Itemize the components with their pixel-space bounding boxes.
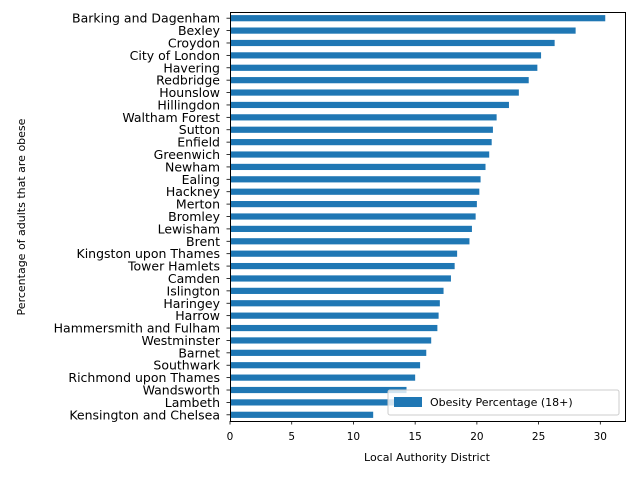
bar — [230, 374, 416, 381]
bar — [230, 300, 440, 307]
y-tick-label: Barking and Dagenham — [72, 11, 220, 26]
y-tick-label: Haringey — [163, 296, 220, 311]
y-tick-label: Ealing — [182, 172, 220, 187]
bar — [230, 275, 451, 282]
y-tick-label: Tower Hamlets — [127, 259, 220, 274]
x-tick-label: 5 — [288, 431, 295, 443]
y-tick-label: Hounslow — [159, 85, 220, 100]
legend-label: Obesity Percentage (18+) — [430, 396, 573, 409]
bar — [230, 101, 509, 109]
x-tick-label: 15 — [408, 431, 421, 443]
bars-group — [230, 15, 606, 418]
bar — [230, 126, 493, 133]
x-tick-label: 20 — [470, 431, 483, 443]
bar — [230, 250, 458, 257]
bar — [230, 163, 486, 171]
plot-frame — [230, 12, 626, 422]
x-ticks-group: 0 5 10 15 20 25 30 — [227, 421, 607, 443]
bar — [230, 114, 497, 121]
bar — [230, 89, 519, 96]
x-tick-label: 10 — [347, 431, 360, 443]
y-tick-label: Barnet — [178, 345, 220, 360]
bar — [230, 151, 490, 158]
bar — [230, 287, 444, 294]
bar — [230, 312, 439, 319]
x-axis-label: Local Authority District — [364, 451, 491, 464]
bar — [230, 139, 492, 146]
y-tick-label: Southwark — [153, 358, 220, 373]
y-tick-label: Waltham Forest — [122, 110, 220, 125]
x-tick-label: 0 — [227, 431, 234, 443]
bar — [230, 176, 481, 183]
y-tick-label: Enfield — [177, 135, 220, 150]
y-tick-label: Hackney — [166, 184, 221, 199]
y-tick-label: Croydon — [168, 35, 220, 50]
bar — [230, 262, 455, 270]
bar — [230, 213, 476, 220]
y-tick-label: Sutton — [179, 122, 220, 137]
x-tick-label: 25 — [532, 431, 545, 443]
legend: Obesity Percentage (18+) — [387, 389, 620, 416]
y-tick-label: Redbridge — [156, 73, 220, 88]
legend-frame — [387, 389, 620, 416]
y-tick-label: Bexley — [178, 23, 221, 38]
bar — [230, 411, 374, 418]
bar — [230, 15, 606, 22]
y-tick-label: Islington — [167, 283, 220, 298]
y-tick-label: Merton — [176, 197, 220, 212]
y-tick-label: Kingston upon Thames — [77, 246, 220, 261]
y-tick-label: Greenwich — [154, 147, 220, 162]
x-tick-label: 30 — [594, 431, 607, 443]
bar — [230, 349, 427, 356]
bar — [230, 64, 538, 71]
y-tick-label: Lambeth — [165, 395, 220, 410]
bar — [230, 386, 407, 394]
bar — [230, 337, 432, 344]
bar — [230, 324, 438, 332]
bar — [230, 39, 555, 47]
y-tick-label: Richmond upon Thames — [68, 370, 220, 385]
bar — [230, 52, 542, 59]
y-tick-label: Camden — [168, 271, 220, 286]
y-tick-label: Westminster — [141, 333, 220, 348]
bar — [230, 399, 403, 406]
legend-swatch — [394, 397, 422, 407]
y-axis-label: Percentage of adults that are obese — [15, 118, 28, 315]
bar — [230, 362, 421, 369]
y-tick-label: Newham — [165, 159, 220, 174]
bar — [230, 225, 472, 232]
y-tick-label: Bromley — [168, 209, 220, 224]
y-tick-label: Kensington and Chelsea — [69, 407, 220, 422]
y-tick-label: Hammersmith and Fulham — [54, 321, 220, 336]
y-tick-label: Brent — [186, 234, 220, 249]
bar — [230, 238, 470, 245]
y-tick-label: Havering — [163, 60, 220, 75]
y-tick-label: Harrow — [175, 308, 220, 323]
bar — [230, 77, 529, 84]
y-tick-label: Wandsworth — [143, 383, 220, 398]
y-tick-label: City of London — [130, 48, 220, 63]
bar — [230, 27, 576, 34]
y-tick-label: Lewisham — [158, 221, 220, 236]
bar — [230, 201, 477, 208]
bar — [230, 188, 480, 195]
y-tick-label: Hillingdon — [157, 97, 220, 112]
